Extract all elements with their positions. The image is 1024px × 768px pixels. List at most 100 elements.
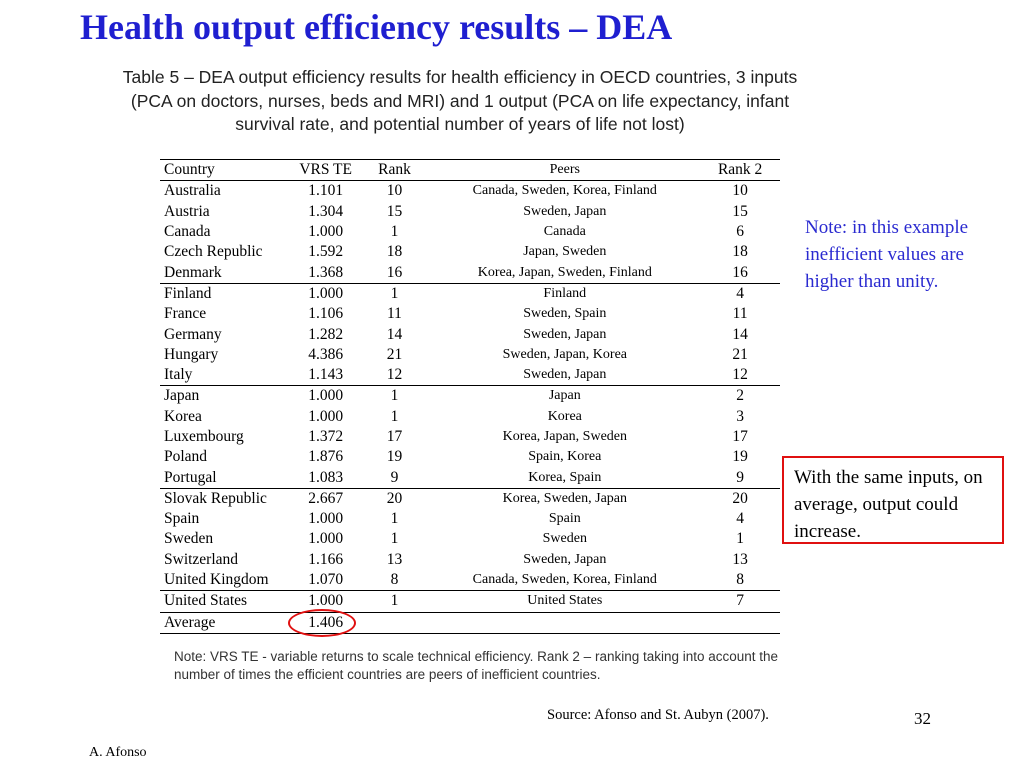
- cell-rank-2: 3: [700, 407, 780, 427]
- cell-rank-2: 10: [700, 181, 780, 202]
- cell-country: United States: [160, 591, 292, 612]
- cell-vrs-te: 1.368: [292, 262, 360, 283]
- cell-vrs-te: 1.000: [292, 222, 360, 242]
- cell-rank: 9: [360, 467, 430, 488]
- cell-rank: 1: [360, 529, 430, 549]
- cell-vrs-te: 1.106: [292, 304, 360, 324]
- cell-vrs-te: 1.000: [292, 283, 360, 304]
- header-country: Country: [160, 160, 292, 181]
- cell-vrs-te: 4.386: [292, 345, 360, 365]
- cell-rank-2: 16: [700, 262, 780, 283]
- cell-peers: Canada, Sweden, Korea, Finland: [429, 181, 700, 202]
- cell-rank: 1: [360, 509, 430, 529]
- cell-vrs-te: 1.101: [292, 181, 360, 202]
- cell-country: Japan: [160, 386, 292, 407]
- cell-rank-2: 14: [700, 324, 780, 344]
- cell-rank: 1: [360, 386, 430, 407]
- cell-rank-2: 20: [700, 488, 780, 509]
- cell-peers: United States: [429, 591, 700, 612]
- average-rank2-cell: [700, 612, 780, 633]
- cell-rank-2: 13: [700, 550, 780, 570]
- header-rank: Rank: [360, 160, 430, 181]
- cell-rank-2: 2: [700, 386, 780, 407]
- cell-rank: 1: [360, 407, 430, 427]
- cell-peers: Canada, Sweden, Korea, Finland: [429, 570, 700, 591]
- table-caption: Table 5 – DEA output efficiency results …: [120, 66, 800, 137]
- average-peers-cell: [429, 612, 700, 633]
- cell-country: Spain: [160, 509, 292, 529]
- cell-vrs-te: 1.372: [292, 427, 360, 447]
- cell-peers: Japan: [429, 386, 700, 407]
- cell-country: France: [160, 304, 292, 324]
- cell-rank-2: 18: [700, 242, 780, 262]
- cell-rank-2: 4: [700, 509, 780, 529]
- table-row: Italy 1.143 12 Sweden, Japan 12: [160, 365, 780, 386]
- cell-rank: 12: [360, 365, 430, 386]
- cell-vrs-te: 1.304: [292, 202, 360, 222]
- cell-country: Portugal: [160, 467, 292, 488]
- cell-peers: Sweden, Spain: [429, 304, 700, 324]
- table-row: Austria 1.304 15 Sweden, Japan 15: [160, 202, 780, 222]
- header-peers: Peers: [429, 160, 700, 181]
- cell-country: Australia: [160, 181, 292, 202]
- table-row: Finland 1.000 1 Finland 4: [160, 283, 780, 304]
- table-body: Australia 1.101 10 Canada, Sweden, Korea, F…: [160, 181, 780, 612]
- average-row: Average 1.406: [160, 612, 780, 633]
- cell-country: Germany: [160, 324, 292, 344]
- cell-peers: Korea, Japan, Sweden: [429, 427, 700, 447]
- table-row: Japan 1.000 1 Japan 2: [160, 386, 780, 407]
- cell-country: Sweden: [160, 529, 292, 549]
- cell-rank: 21: [360, 345, 430, 365]
- cell-vrs-te: 1.876: [292, 447, 360, 467]
- cell-vrs-te: 1.282: [292, 324, 360, 344]
- page-number: 32: [914, 709, 931, 729]
- table-row: Sweden 1.000 1 Sweden 1: [160, 529, 780, 549]
- cell-country: Slovak Republic: [160, 488, 292, 509]
- cell-vrs-te: 1.143: [292, 365, 360, 386]
- cell-peers: Korea: [429, 407, 700, 427]
- table-row: Australia 1.101 10 Canada, Sweden, Korea, F…: [160, 181, 780, 202]
- cell-peers: Korea, Sweden, Japan: [429, 488, 700, 509]
- cell-rank-2: 8: [700, 570, 780, 591]
- cell-rank-2: 7: [700, 591, 780, 612]
- cell-rank: 1: [360, 222, 430, 242]
- cell-peers: Sweden, Japan: [429, 324, 700, 344]
- cell-country: Luxembourg: [160, 427, 292, 447]
- cell-country: Italy: [160, 365, 292, 386]
- average-rank-cell: [360, 612, 430, 633]
- table-row: Portugal 1.083 9 Korea, Spain 9: [160, 467, 780, 488]
- header-vrs-te: VRS TE: [292, 160, 360, 181]
- cell-rank-2: 21: [700, 345, 780, 365]
- table-row: Spain 1.000 1 Spain 4: [160, 509, 780, 529]
- cell-vrs-te: 1.000: [292, 529, 360, 549]
- cell-rank-2: 4: [700, 283, 780, 304]
- cell-country: Korea: [160, 407, 292, 427]
- cell-rank: 17: [360, 427, 430, 447]
- cell-vrs-te: 1.592: [292, 242, 360, 262]
- cell-country: United Kingdom: [160, 570, 292, 591]
- cell-vrs-te: 1.070: [292, 570, 360, 591]
- cell-country: Czech Republic: [160, 242, 292, 262]
- table-row: Switzerland 1.166 13 Sweden, Japan 13: [160, 550, 780, 570]
- cell-country: Poland: [160, 447, 292, 467]
- table-row: Hungary 4.386 21 Sweden, Japan, Korea 21: [160, 345, 780, 365]
- average-label: Average: [160, 612, 292, 633]
- cell-vrs-te: 1.000: [292, 386, 360, 407]
- cell-peers: Canada: [429, 222, 700, 242]
- cell-vrs-te: 1.166: [292, 550, 360, 570]
- cell-country: Austria: [160, 202, 292, 222]
- table-row: Korea 1.000 1 Korea 3: [160, 407, 780, 427]
- cell-peers: Finland: [429, 283, 700, 304]
- cell-country: Hungary: [160, 345, 292, 365]
- cell-rank: 11: [360, 304, 430, 324]
- author-name: A. Afonso: [89, 745, 147, 761]
- cell-rank-2: 19: [700, 447, 780, 467]
- cell-rank: 16: [360, 262, 430, 283]
- table-row: United States 1.000 1 United States 7: [160, 591, 780, 612]
- side-note: Note: in this example inefficient values…: [805, 214, 1010, 295]
- cell-peers: Korea, Spain: [429, 467, 700, 488]
- cell-country: Denmark: [160, 262, 292, 283]
- cell-country: Canada: [160, 222, 292, 242]
- cell-peers: Sweden, Japan, Korea: [429, 345, 700, 365]
- dea-results-table: Country VRS TE Rank Peers Rank 2 Austral…: [160, 159, 780, 634]
